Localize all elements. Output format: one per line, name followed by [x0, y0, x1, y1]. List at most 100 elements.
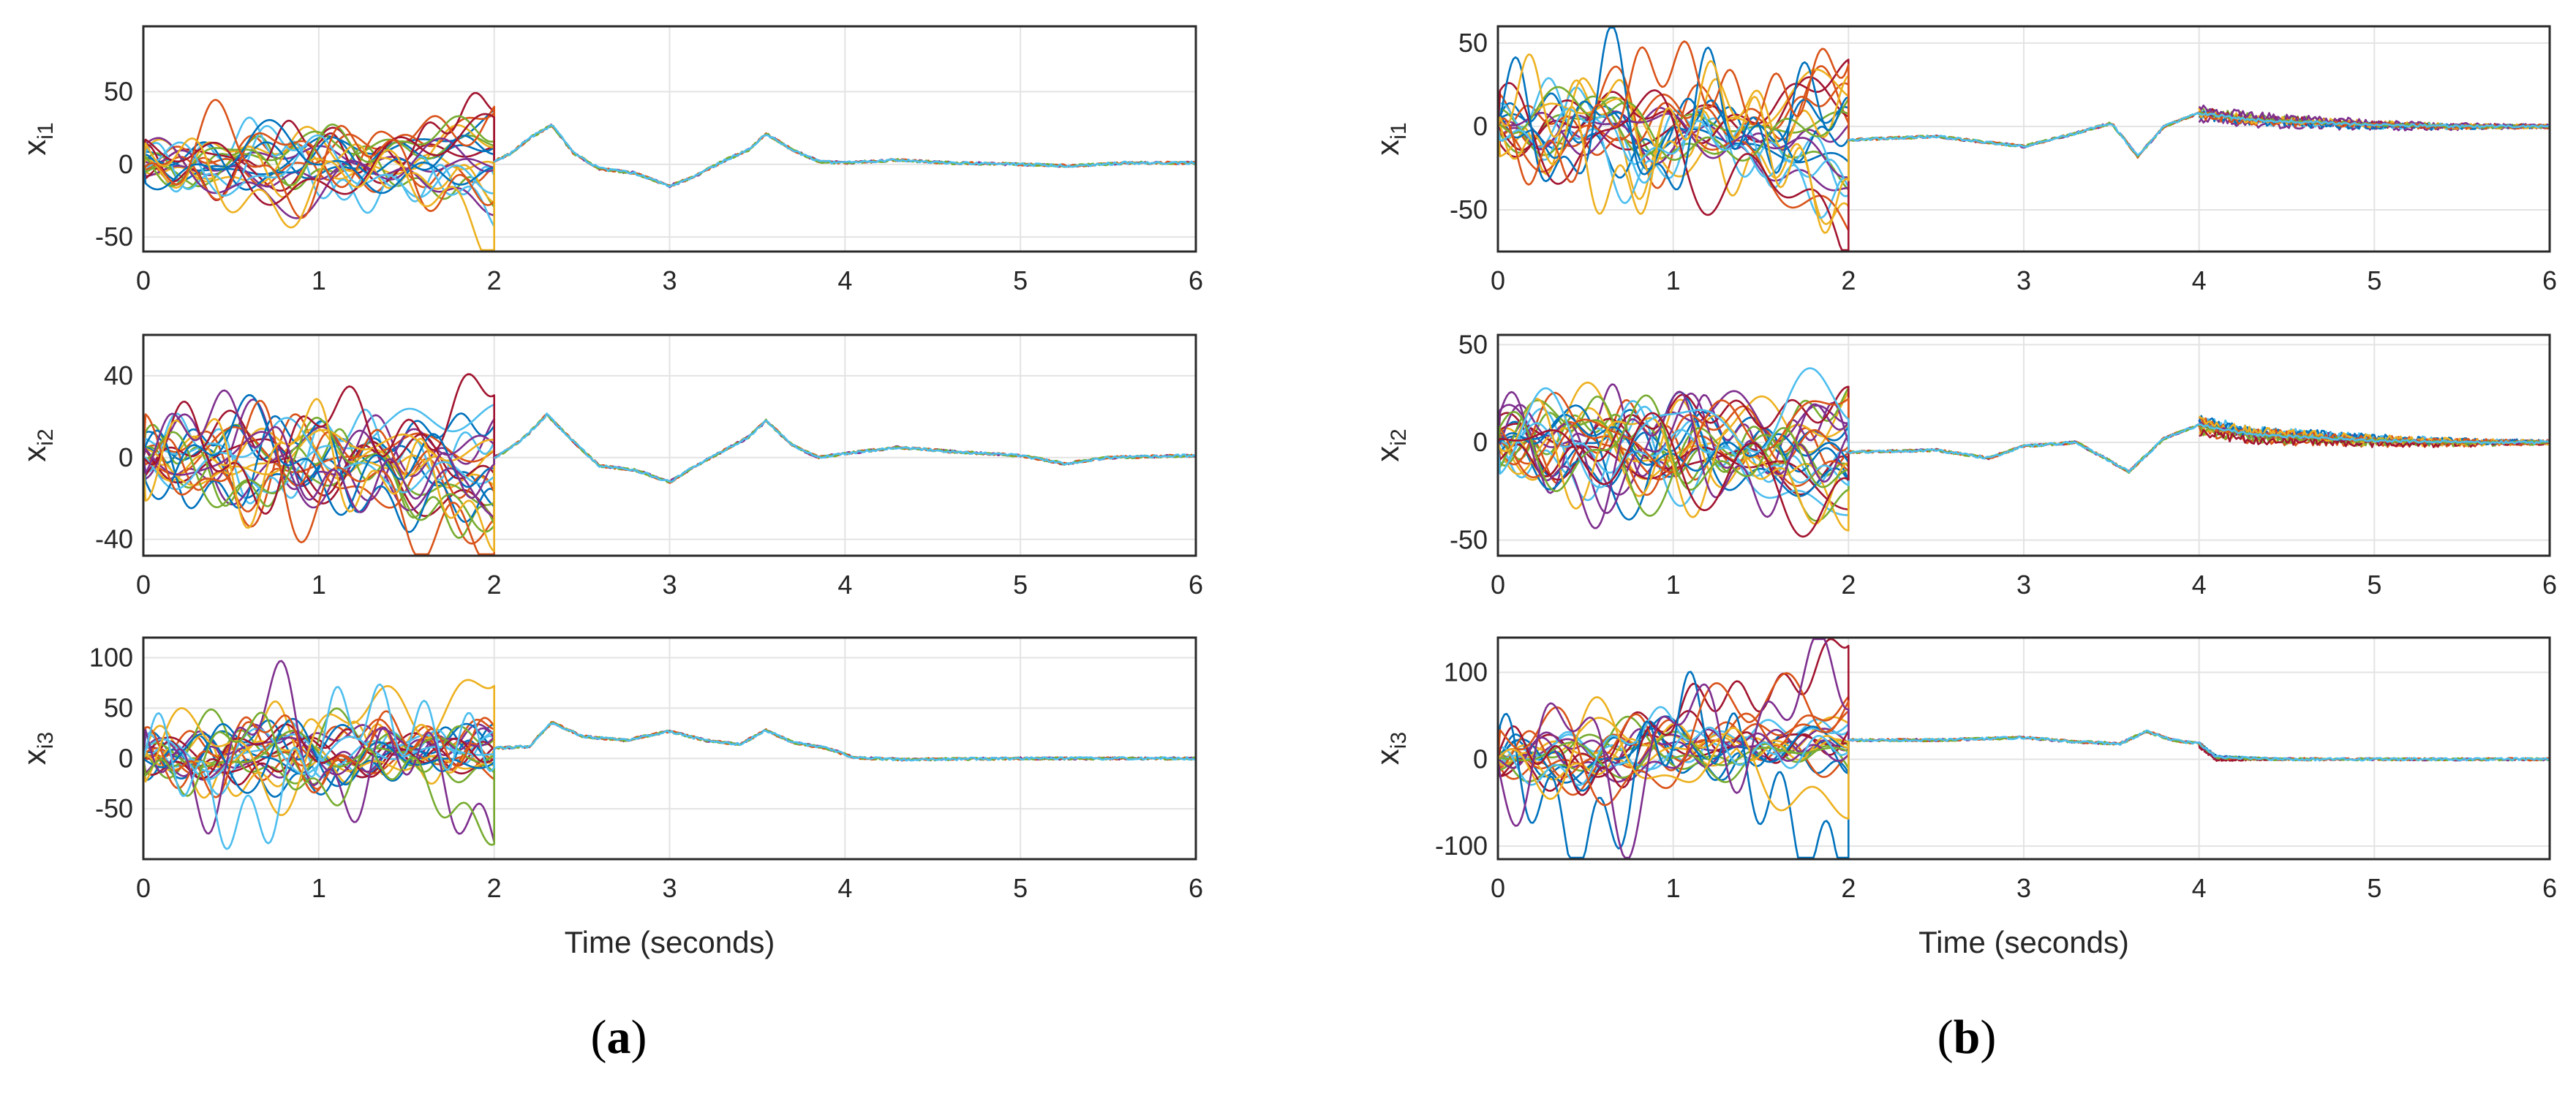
y-axis-label: xi2: [1370, 428, 1411, 461]
agent-trajectory: [142, 389, 495, 513]
agent-trajectory: [142, 105, 495, 201]
series-lines: [1496, 26, 2551, 252]
consensus-trajectory: [494, 412, 1197, 483]
x-tick-label: 1: [1666, 265, 1681, 295]
x-tick-label: 2: [1841, 570, 1856, 600]
agent-trajectory: [1496, 671, 1850, 859]
x-tick-label: 6: [2542, 570, 2557, 600]
y-tick-label: 0: [1473, 427, 1488, 457]
chart-a-row-3: 0 1 2 3 4 5 6 -50 0 50 100 xi3 Time (seconds): [17, 636, 1203, 959]
y-axis-label-subscript: i3: [1387, 732, 1411, 749]
x-axis-label: Time (seconds): [1918, 925, 2129, 959]
y-tick-label: -50: [95, 222, 133, 252]
y-tick-label: 0: [1473, 744, 1488, 774]
y-tick-label: 0: [118, 743, 133, 773]
y-tick-label: 50: [104, 76, 133, 106]
x-axis-label: Time (seconds): [565, 925, 775, 959]
agent-trajectory: [142, 394, 495, 516]
series-lines: [1496, 367, 2551, 538]
chart-b-row-1: 0 1 2 3 4 5 6 -50 0 50 xi1: [1370, 25, 2557, 295]
agent-trajectory: [1497, 730, 1850, 779]
agent-trajectory: [1496, 696, 1850, 820]
y-axis-label: xi3: [1370, 732, 1411, 765]
y-axis-label-base: x: [1370, 749, 1406, 765]
agent-trajectory: [1497, 728, 1850, 782]
y-tick-label: 100: [1444, 657, 1488, 687]
agent-trajectory: [142, 415, 495, 533]
x-tick-label: 2: [487, 265, 502, 295]
agent-trajectory: [142, 423, 495, 539]
agent-trajectory: [1496, 638, 1850, 796]
agent-trajectory: [142, 429, 495, 518]
y-axis-label-base: x: [17, 140, 53, 156]
y-tick-label: 0: [118, 149, 133, 179]
x-tick-label: 3: [662, 873, 677, 903]
y-axis-label-base: x: [17, 446, 53, 462]
x-tick-label: 3: [662, 265, 677, 295]
series-lines: [142, 91, 1197, 252]
agent-trajectory: [1496, 385, 1850, 477]
axes-frame: [1496, 333, 2551, 557]
x-tick-label: 0: [1491, 265, 1505, 295]
consensus-trajectory: [493, 124, 1197, 188]
agent-trajectory: [142, 404, 495, 494]
x-tick-label: 5: [2367, 873, 2381, 903]
x-tick-label: 3: [2016, 570, 2031, 600]
x-tick-label: 1: [312, 570, 326, 600]
agent-trajectory: [1496, 40, 1850, 186]
y-axis-label-subscript: i2: [1387, 428, 1411, 445]
x-tick-label: 0: [1491, 570, 1505, 600]
x-tick-label: 4: [2192, 265, 2207, 295]
y-tick-label: -100: [1435, 831, 1488, 861]
consensus-trajectory: [1848, 729, 2550, 762]
agent-trajectory: [142, 399, 495, 556]
agent-trajectory: [142, 115, 495, 187]
agent-trajectory: [142, 710, 495, 798]
y-axis-label-base: x: [17, 749, 53, 765]
x-tick-label: 4: [837, 265, 852, 295]
agent-trajectory: [143, 416, 495, 533]
y-axis-label: xi1: [17, 122, 58, 155]
x-tick-label: 6: [2542, 265, 2557, 295]
y-axis-label-subscript: i3: [34, 732, 58, 749]
consensus-trajectory: [1848, 423, 2550, 474]
agent-trajectory: [1497, 86, 1850, 162]
x-tick-label: 5: [1013, 265, 1028, 295]
x-tick-label: 5: [2367, 265, 2381, 295]
agent-trajectory: [142, 135, 495, 191]
x-tick-label: 4: [837, 873, 852, 903]
agent-trajectory: [1496, 394, 1850, 492]
agent-trajectory: [1497, 75, 1850, 173]
y-tick-label: 50: [104, 692, 133, 722]
x-tick-label: 0: [1491, 873, 1505, 903]
agent-trajectory: [142, 99, 495, 219]
agent-trajectory: [1496, 390, 1850, 496]
agent-trajectory: [142, 683, 495, 850]
y-tick-label: 0: [118, 442, 133, 472]
agent-trajectory: [142, 679, 495, 817]
y-tick-label: 50: [1458, 329, 1488, 359]
agent-trajectory: [1496, 400, 1850, 516]
y-tick-label: -50: [1450, 525, 1488, 555]
axes-frame: [142, 636, 1197, 861]
agent-trajectory: [1496, 68, 1850, 178]
agent-trajectory: [1496, 367, 1850, 488]
y-axis-label: xi2: [17, 428, 58, 461]
agent-trajectory: [143, 134, 495, 199]
agent-trajectory: [1496, 398, 1850, 525]
x-tick-label: 1: [312, 873, 326, 903]
agent-trajectory: [142, 137, 495, 252]
agent-trajectory: [142, 118, 495, 195]
agent-trajectory: [1496, 412, 1850, 538]
agent-trajectory: [143, 373, 495, 515]
axes-frame: [142, 333, 1197, 557]
series-lines: [142, 660, 1197, 850]
x-tick-label: 2: [487, 873, 502, 903]
consensus-trajectory: [493, 721, 1197, 762]
x-tick-label: 1: [1666, 570, 1681, 600]
x-tick-label: 3: [662, 570, 677, 600]
x-tick-label: 2: [1841, 873, 1856, 903]
y-tick-label: 40: [104, 360, 133, 390]
